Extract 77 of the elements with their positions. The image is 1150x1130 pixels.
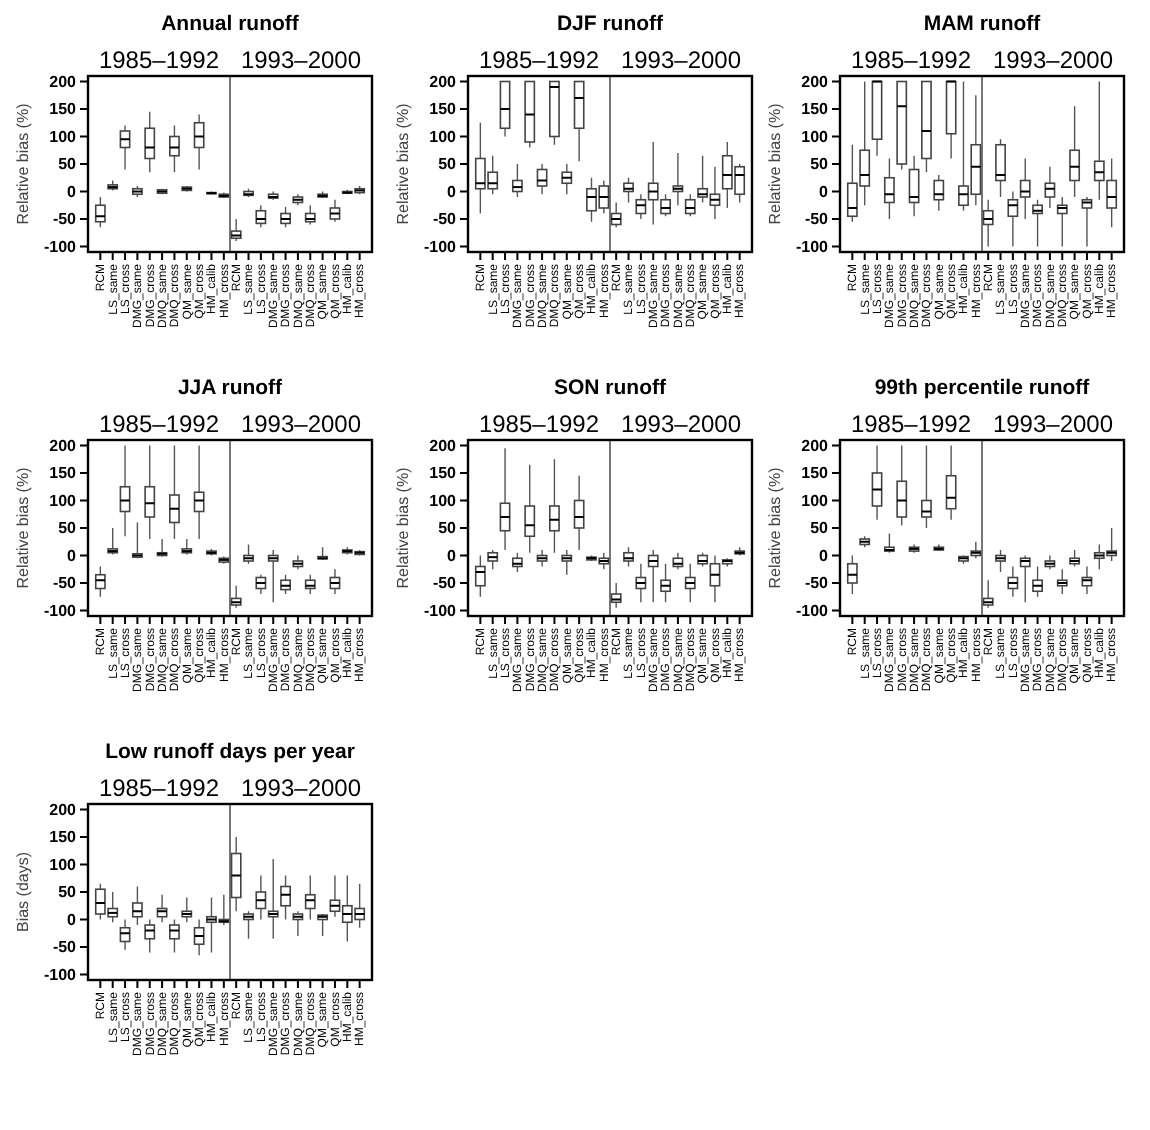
chart-title: 99th percentile runoff <box>874 376 1091 400</box>
y-tick-label: -100 <box>423 601 458 620</box>
y-axis-title: Relative bias (%) <box>394 102 412 225</box>
y-tick-label: 50 <box>438 155 458 174</box>
y-axis-title: Relative bias (%) <box>14 102 32 225</box>
y-tick-label: 0 <box>447 546 458 565</box>
y-tick-label: 200 <box>429 72 458 91</box>
y-axis-title: Relative bias (%) <box>394 466 412 589</box>
y-tick-label: 150 <box>49 464 78 483</box>
y-tick-label: 200 <box>49 436 78 455</box>
chart-title: DJF runoff <box>556 12 665 36</box>
y-tick-label: 200 <box>49 800 78 819</box>
y-tick-label: 0 <box>67 546 78 565</box>
y-tick-label: 150 <box>429 100 458 119</box>
y-tick-label: -50 <box>52 938 78 957</box>
chart-title: MAM runoff <box>923 12 1042 36</box>
y-tick-label: 150 <box>429 464 458 483</box>
y-tick-label: 150 <box>801 100 830 119</box>
y-tick-label: 0 <box>67 910 78 929</box>
y-axis-title: Bias (days) <box>14 851 32 933</box>
y-tick-label: 50 <box>58 519 78 538</box>
y-tick-label: 0 <box>67 182 78 201</box>
y-tick-label: 100 <box>801 491 830 510</box>
y-tick-label: -50 <box>432 574 458 593</box>
text: 1993–2000 <box>240 774 362 802</box>
chart-title: Annual runoff <box>161 12 300 36</box>
y-tick-label: -100 <box>795 601 830 620</box>
y-tick-label: 50 <box>58 883 78 902</box>
text: 1985–1992 <box>850 410 972 438</box>
y-tick-label: 50 <box>58 155 78 174</box>
text: 1985–1992 <box>98 410 220 438</box>
y-axis-title: Relative bias (%) <box>766 102 784 225</box>
text: 1993–2000 <box>620 46 742 74</box>
y-tick-label: -50 <box>804 574 830 593</box>
y-tick-label: 150 <box>49 828 78 847</box>
y-tick-label: -50 <box>52 574 78 593</box>
y-tick-label: 50 <box>438 519 458 538</box>
y-tick-label: -100 <box>43 237 78 256</box>
y-tick-label: 200 <box>49 72 78 91</box>
y-tick-label: 200 <box>801 72 830 91</box>
y-tick-label: -50 <box>52 210 78 229</box>
y-tick-label: 100 <box>49 491 78 510</box>
y-tick-label: -50 <box>432 210 458 229</box>
y-tick-label: 0 <box>819 182 830 201</box>
y-tick-label: 0 <box>819 546 830 565</box>
chart-title: SON runoff <box>554 376 667 400</box>
y-tick-label: 50 <box>810 155 830 174</box>
y-tick-label: 100 <box>429 127 458 146</box>
text: 1993–2000 <box>620 410 742 438</box>
y-tick-label: 200 <box>429 436 458 455</box>
y-tick-label: 150 <box>49 100 78 119</box>
text: 1985–1992 <box>98 774 220 802</box>
text: 1985–1992 <box>478 46 600 74</box>
y-axis-title: Relative bias (%) <box>766 466 784 589</box>
y-tick-label: -50 <box>804 210 830 229</box>
y-tick-label: 0 <box>447 182 458 201</box>
y-tick-label: 100 <box>49 855 78 874</box>
y-tick-label: -100 <box>43 965 78 984</box>
y-tick-label: 50 <box>810 519 830 538</box>
y-axis-title: Relative bias (%) <box>14 466 32 589</box>
text: 1985–1992 <box>478 410 600 438</box>
chart-title: Low runoff days per year <box>105 740 355 764</box>
y-tick-label: 100 <box>49 127 78 146</box>
y-tick-label: -100 <box>423 237 458 256</box>
text: 1985–1992 <box>850 46 972 74</box>
y-tick-label: -100 <box>43 601 78 620</box>
text: 1993–2000 <box>240 410 362 438</box>
text: 1993–2000 <box>992 410 1114 438</box>
y-tick-label: 200 <box>801 436 830 455</box>
y-tick-label: -100 <box>795 237 830 256</box>
y-tick-label: 150 <box>801 464 830 483</box>
text: 1993–2000 <box>992 46 1114 74</box>
chart-title: JJA runoff <box>177 376 284 400</box>
text: 1985–1992 <box>98 46 220 74</box>
y-tick-label: 100 <box>801 127 830 146</box>
text: 1993–2000 <box>240 46 362 74</box>
y-tick-label: 100 <box>429 491 458 510</box>
